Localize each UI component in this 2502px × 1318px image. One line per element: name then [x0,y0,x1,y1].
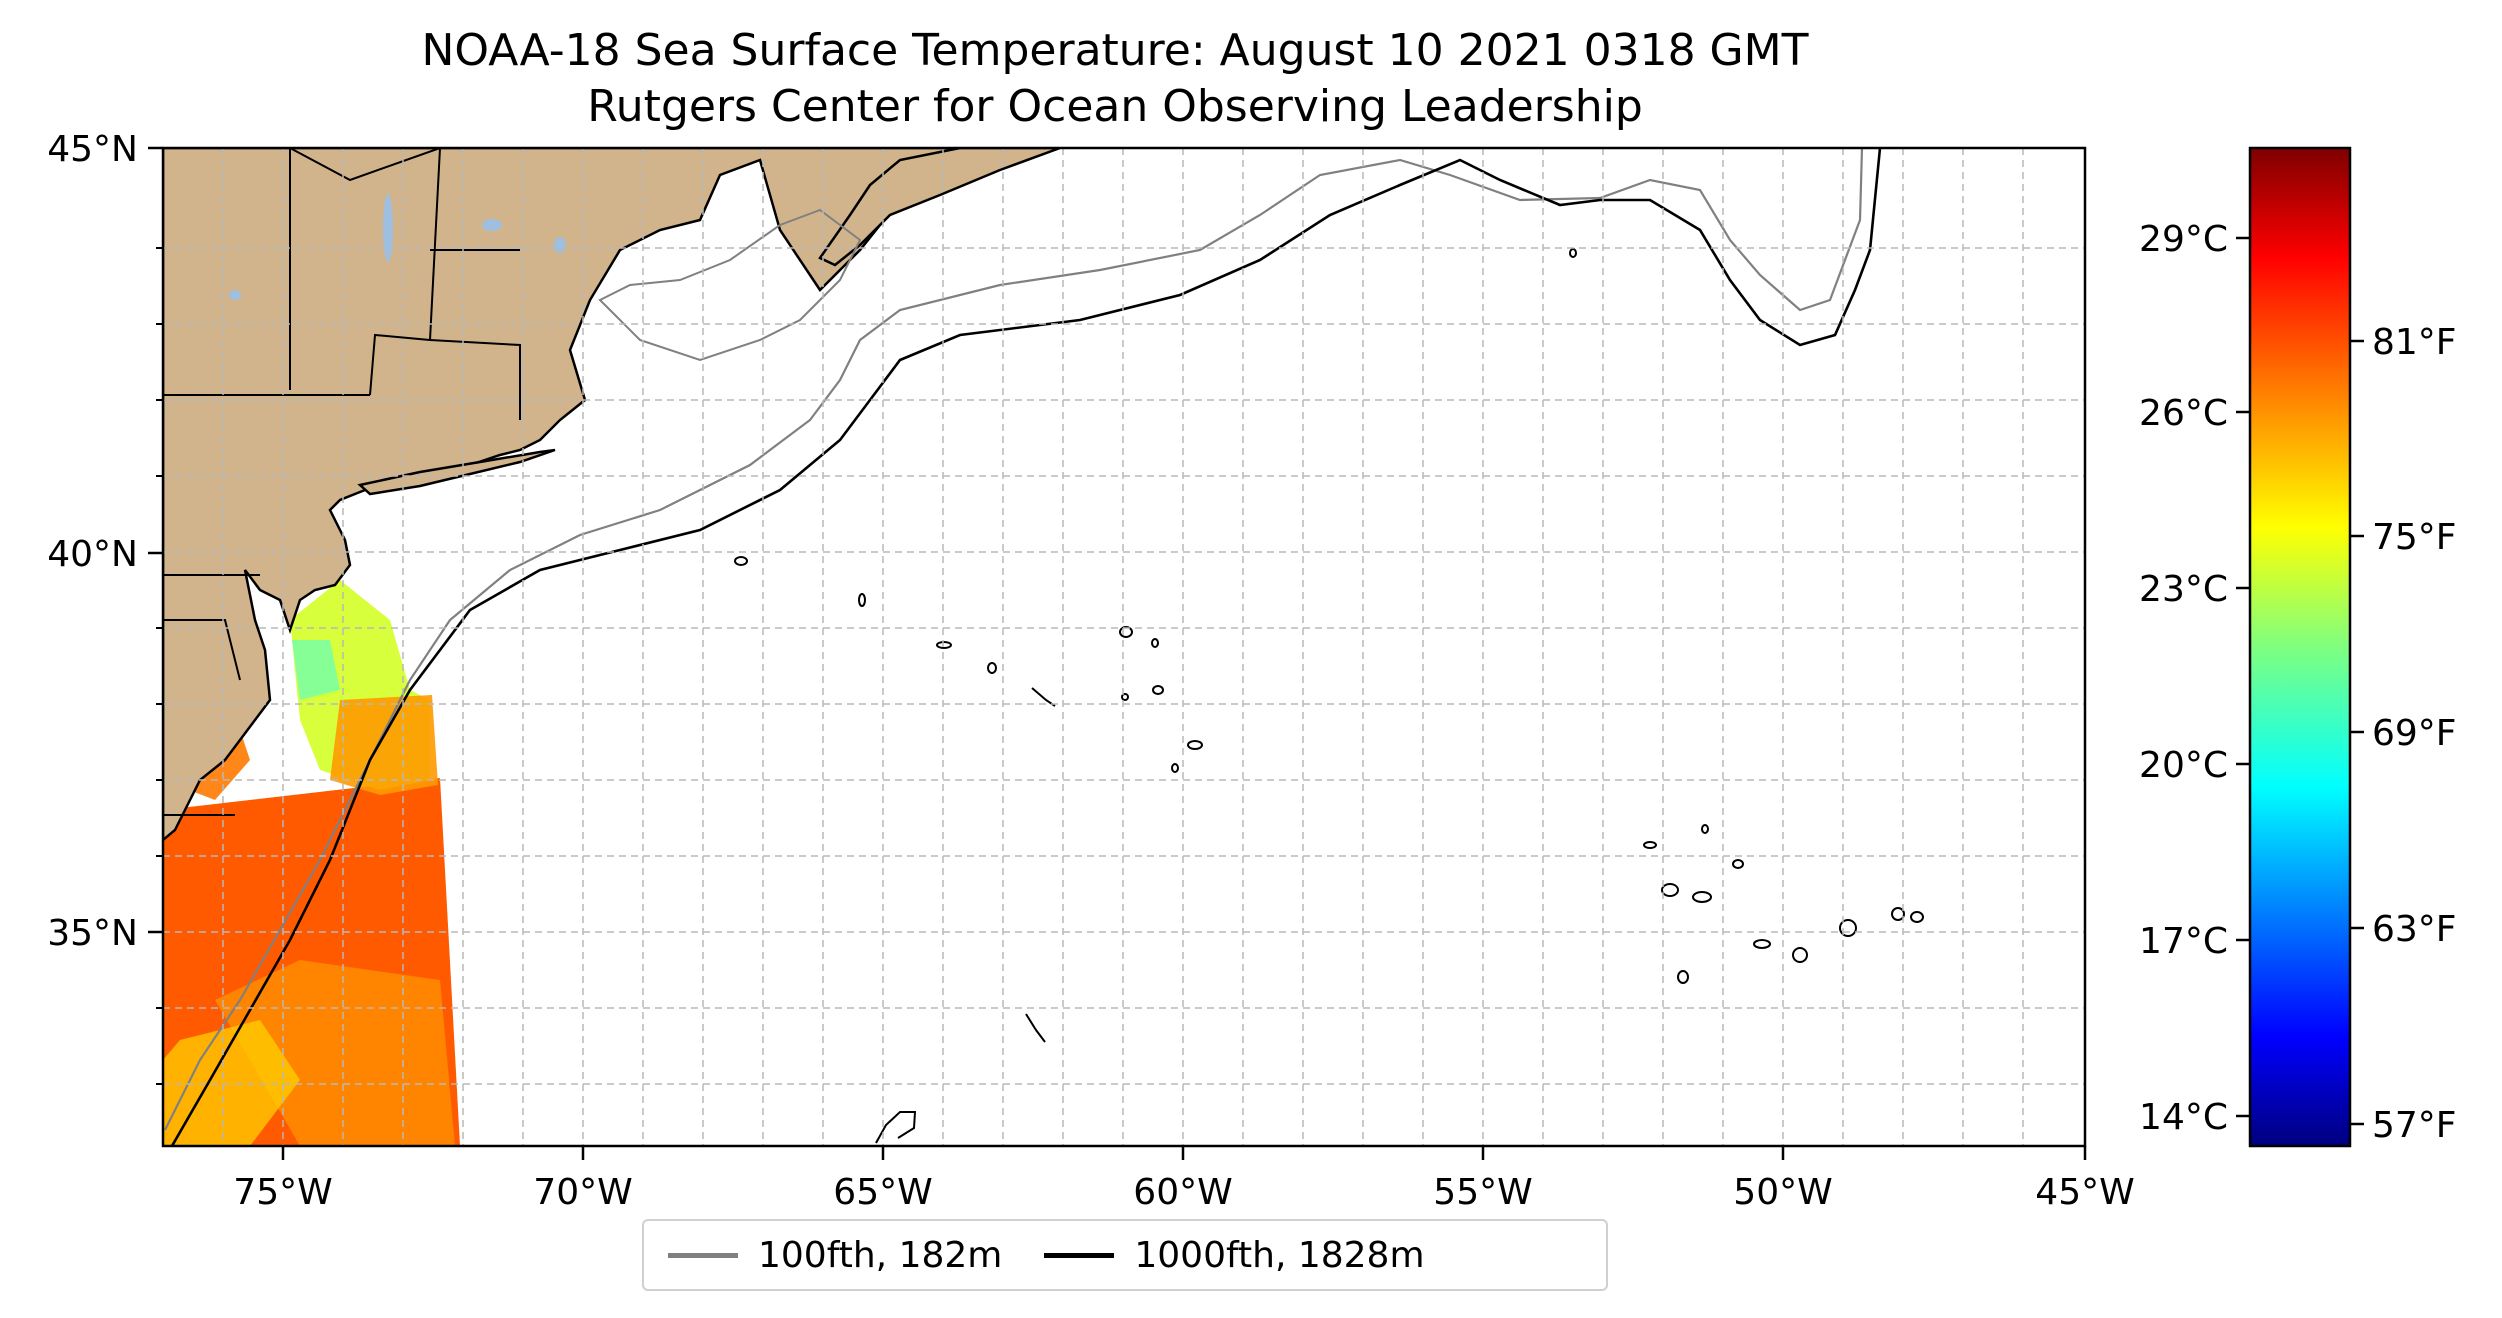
colorbar [2248,146,2352,1148]
colorbar-ticks [2236,236,2364,1126]
chart-subtitle: Rutgers Center for Ocean Observing Leade… [587,81,1643,132]
isobath-100fth-gulf-of-maine [598,208,862,362]
axis-major-ticks [148,146,2087,1160]
colorbar-label-23c: 23°C [2139,569,2228,610]
legend-swatch-100fth [668,1252,738,1258]
isobath-1000fth [170,148,1882,1146]
lakes [229,194,566,300]
colorbar-label-57f: 57°F [2372,1105,2457,1146]
lon-label-65w: 65°W [833,1172,932,1213]
lat-label-45n: 45°N [47,129,138,170]
colorbar-label-29c: 29°C [2139,219,2228,260]
colorbar-label-26c: 26°C [2139,393,2228,434]
legend: 100fth, 182m 1000fth, 1828m [642,1219,1608,1291]
lon-label-70w: 70°W [533,1172,632,1213]
chart-title: NOAA-18 Sea Surface Temperature: August … [421,25,1809,76]
colorbar-label-63f: 63°F [2372,909,2457,950]
colorbar-label-20c: 20°C [2139,745,2228,786]
lon-label-75w: 75°W [233,1172,332,1213]
lat-label-35n: 35°N [47,913,138,954]
lon-label-50w: 50°W [1733,1172,1832,1213]
colorbar-label-81f: 81°F [2372,322,2457,363]
colorbar-label-14c: 14°C [2139,1097,2228,1138]
map-frame [161,146,2087,1148]
colorbar-label-17c: 17°C [2139,921,2228,962]
colorbar-label-69f: 69°F [2372,713,2457,754]
legend-item-1000fth: 1000fth, 1828m [1044,1234,1425,1276]
lon-label-45w: 45°W [2035,1172,2134,1213]
lon-label-60w: 60°W [1133,1172,1232,1213]
legend-label-100fth: 100fth, 182m [758,1234,1003,1276]
legend-item-100fth: 100fth, 182m [668,1235,1002,1276]
lat-minor-ticks [156,247,163,1085]
legend-swatch-1000fth [1044,1252,1115,1258]
lon-label-55w: 55°W [1433,1172,1532,1213]
land-long-island [357,448,556,496]
lat-label-40n: 40°N [47,534,138,575]
legend-label-1000fth: 1000fth, 1828m [1134,1234,1425,1276]
state-boundaries [163,148,521,816]
gridlines [163,148,2085,1146]
colorbar-label-75f: 75°F [2372,517,2457,558]
